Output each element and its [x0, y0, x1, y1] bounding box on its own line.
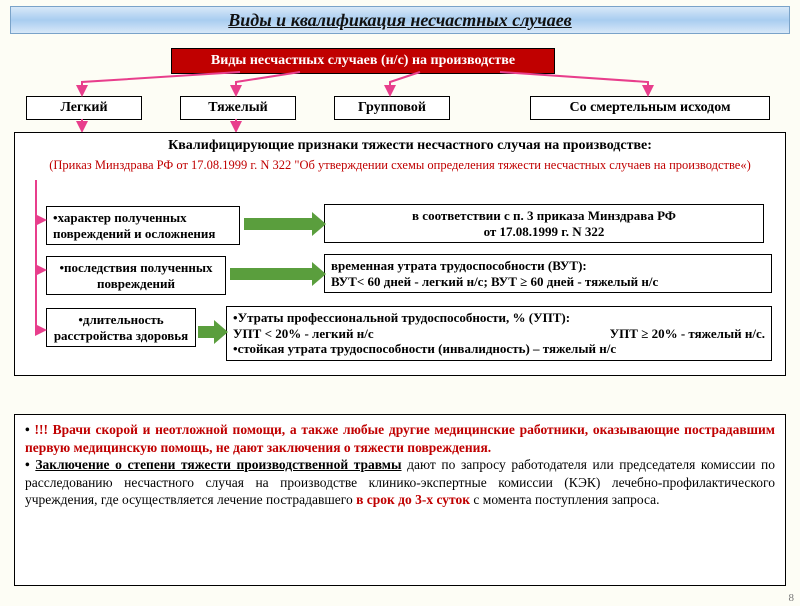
note-1: !!! Врачи скорой и неотложной помощи, а …	[25, 421, 775, 456]
note-2: Заключение о степени тяжести производств…	[25, 456, 775, 509]
qual-subtitle: (Приказ Минздрава РФ от 17.08.1999 г. N …	[24, 158, 776, 174]
result-upt-l3: стойкая утрата трудоспособности (инвалид…	[238, 341, 617, 356]
type-light: Легкий	[26, 96, 142, 120]
criterion-duration-text: длительность расстройства здоровья	[54, 312, 188, 343]
result-upt: •Утраты профессиональной трудоспособност…	[226, 306, 772, 361]
note-1-text: !!! Врачи скорой и неотложной помощи, а …	[25, 422, 775, 455]
qual-title: Квалифицирующие признаки тяжести несчаст…	[60, 138, 760, 154]
result-vut-l2: ВУТ< 60 дней - легкий н/с; ВУТ ≥ 60 дней…	[331, 274, 765, 290]
page-title: Виды и квалификация несчастных случаев	[10, 6, 790, 34]
notes-frame: !!! Врачи скорой и неотложной помощи, а …	[14, 414, 786, 586]
note-2-tail: с момента поступления запроса.	[470, 492, 659, 507]
criterion-consequences-text: последствия полученных повреждений	[64, 260, 213, 291]
criterion-nature-text: характер полученных повреждений и осложн…	[53, 210, 215, 241]
result-reference: в соответствии с п. 3 приказа Минздрава …	[324, 204, 764, 243]
criterion-nature: •характер полученных повреждений и ослож…	[46, 206, 240, 245]
result-vut-l1: временная утрата трудоспособности (ВУТ):	[331, 258, 765, 274]
note-2-deadline: в срок до 3-х суток	[356, 492, 470, 507]
criterion-consequences: •последствия полученных повреждений	[46, 256, 226, 295]
result-upt-l2a: УПТ < 20% - легкий н/с	[233, 326, 374, 342]
page-number: 8	[789, 592, 795, 604]
note-2-underline: Заключение о степени тяжести производств…	[35, 457, 401, 472]
result-upt-l2b: УПТ ≥ 20% - тяжелый н/с.	[610, 326, 765, 342]
type-fatal: Со смертельным исходом	[530, 96, 770, 120]
types-heading: Виды несчастных случаев (н/с) на произво…	[171, 48, 555, 74]
result-reference-l2: от 17.08.1999 г. N 322	[331, 224, 757, 240]
criterion-duration: •длительность расстройства здоровья	[46, 308, 196, 347]
result-upt-l1: Утраты профессиональной трудоспособности…	[238, 310, 571, 325]
result-reference-l1: в соответствии с п. 3 приказа Минздрава …	[331, 208, 757, 224]
type-group: Групповой	[334, 96, 450, 120]
type-heavy: Тяжелый	[180, 96, 296, 120]
result-vut: временная утрата трудоспособности (ВУТ):…	[324, 254, 772, 293]
